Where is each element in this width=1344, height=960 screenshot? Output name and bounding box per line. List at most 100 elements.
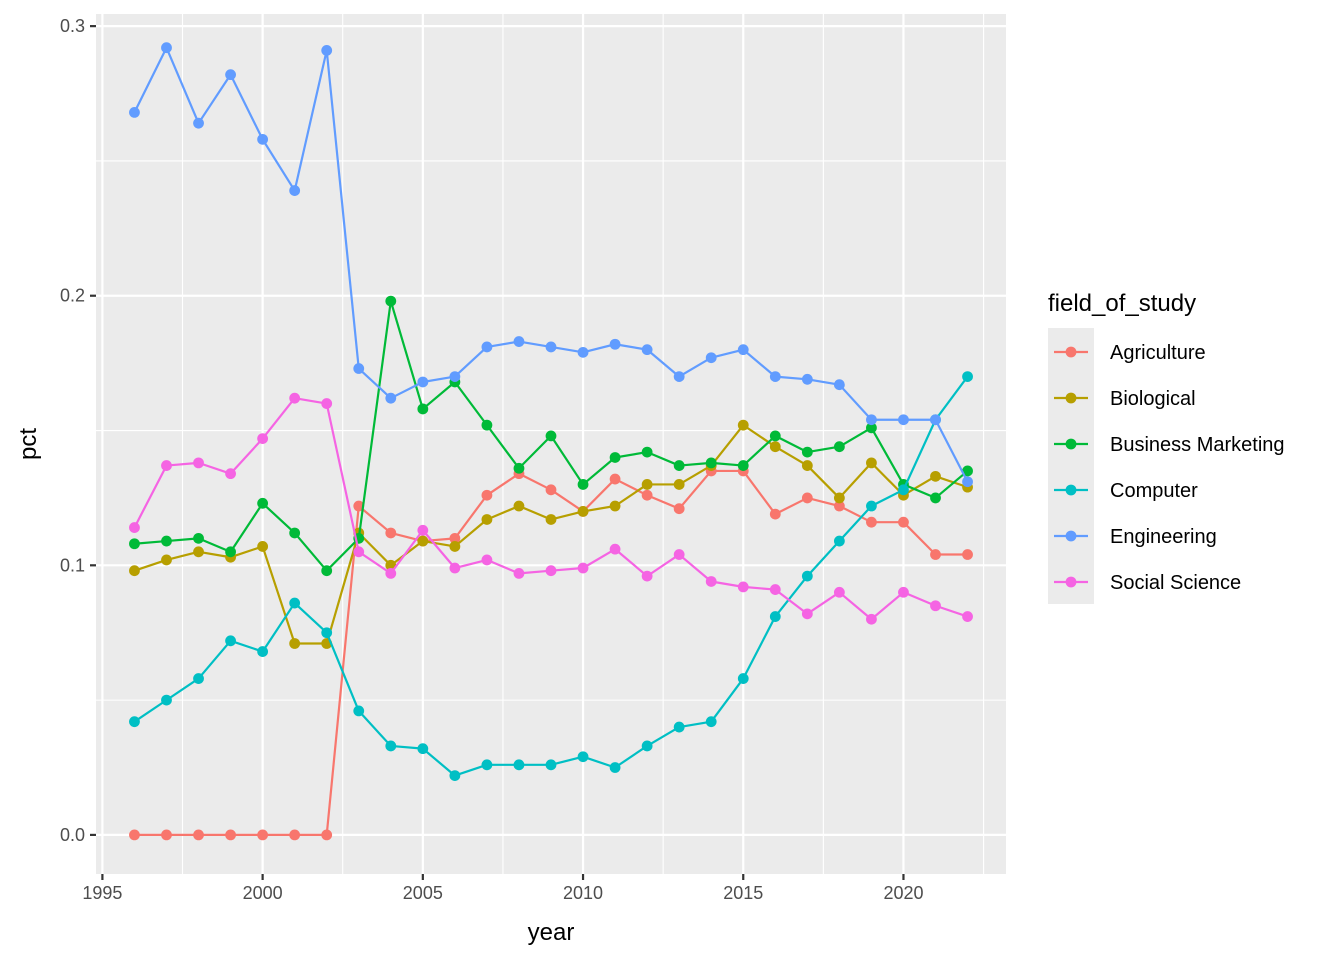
data-point-engineering [513, 336, 525, 347]
data-point-computer [898, 484, 909, 496]
legend-key-point [1065, 392, 1077, 404]
legend-item-social-science: Social Science [1054, 572, 1241, 594]
data-point-social-science [609, 543, 621, 555]
data-point-engineering [737, 344, 749, 356]
data-point-biological [930, 470, 941, 482]
legend: field_of_study Agriculture Biological Busi… [1048, 290, 1285, 604]
data-point-social-science [962, 611, 973, 622]
data-point-computer [833, 535, 845, 547]
data-point-computer [769, 611, 781, 622]
data-point-social-science [513, 568, 525, 579]
data-point-business-marketing [513, 462, 525, 474]
data-point-engineering [257, 133, 269, 145]
data-point-computer [609, 762, 621, 773]
data-point-engineering [289, 185, 301, 196]
data-point-computer [353, 705, 365, 717]
series-biological [129, 419, 973, 649]
data-point-biological [417, 535, 429, 547]
legend-key-point [1065, 438, 1077, 450]
data-point-computer [161, 694, 172, 706]
data-point-biological [833, 492, 845, 504]
y-tick-label: 0.3 [60, 16, 85, 36]
y-tick-label: 0.0 [60, 825, 85, 845]
series-engineering [129, 42, 973, 488]
data-point-biological [769, 441, 781, 453]
data-point-social-science [481, 554, 493, 566]
data-point-agriculture [353, 500, 365, 512]
data-point-social-science [161, 460, 172, 471]
legend-items: Agriculture Biological Business Marketing C… [1054, 342, 1285, 594]
data-point-social-science [545, 565, 557, 577]
data-point-computer [481, 759, 493, 771]
data-point-biological [193, 546, 204, 558]
x-tick-label: 2015 [723, 883, 763, 903]
x-tick-label: 1995 [82, 883, 122, 903]
legend-label: Computer [1110, 480, 1198, 502]
legend-key-point [1065, 530, 1077, 542]
data-point-biological [609, 500, 621, 512]
legend-key-point [1065, 576, 1077, 588]
data-point-engineering [769, 371, 781, 383]
data-point-agriculture [129, 829, 140, 841]
data-point-engineering [962, 476, 973, 488]
data-point-business-marketing [193, 532, 204, 544]
series-social-science [129, 392, 973, 625]
data-point-engineering [866, 414, 877, 426]
data-point-business-marketing [385, 295, 397, 307]
data-point-computer [289, 597, 301, 609]
data-point-agriculture [673, 503, 685, 515]
data-point-agriculture [161, 829, 172, 841]
data-point-engineering [673, 371, 685, 383]
data-point-agriculture [481, 489, 493, 501]
data-point-agriculture [801, 492, 813, 504]
data-point-business-marketing [866, 422, 877, 434]
data-point-agriculture [257, 829, 269, 841]
data-point-engineering [833, 379, 845, 391]
data-point-business-marketing [417, 403, 429, 415]
data-point-agriculture [930, 549, 941, 560]
data-point-computer [225, 635, 236, 647]
data-point-biological [481, 514, 493, 525]
data-point-computer [577, 751, 589, 763]
data-point-computer [193, 673, 204, 684]
data-point-agriculture [385, 527, 397, 539]
data-point-business-marketing [481, 419, 493, 431]
data-point-engineering [481, 341, 493, 353]
x-tick-label: 2000 [243, 883, 283, 903]
data-point-agriculture [898, 516, 909, 528]
legend-item-business-marketing: Business Marketing [1054, 434, 1285, 456]
data-point-biological [161, 554, 172, 566]
data-point-business-marketing [962, 465, 973, 477]
data-point-engineering [545, 341, 557, 353]
data-point-business-marketing [769, 430, 781, 442]
data-point-computer [705, 716, 717, 728]
data-point-biological [866, 457, 877, 469]
data-point-social-science [833, 586, 845, 598]
legend-item-computer: Computer [1054, 480, 1198, 502]
data-point-business-marketing [930, 492, 941, 504]
x-tick-label: 2020 [883, 883, 923, 903]
data-point-engineering [129, 107, 140, 118]
data-point-biological [801, 460, 813, 471]
data-point-engineering [353, 363, 365, 374]
data-point-computer [513, 759, 525, 771]
axis-ticks [90, 25, 905, 880]
data-point-biological [513, 500, 525, 512]
data-point-computer [737, 673, 749, 684]
data-point-computer [417, 743, 429, 755]
data-point-computer [962, 371, 973, 383]
data-point-engineering [898, 414, 909, 426]
data-point-social-science [225, 468, 236, 480]
data-point-computer [449, 770, 461, 781]
data-point-computer [385, 740, 397, 752]
data-point-social-science [801, 608, 813, 620]
data-point-engineering [577, 346, 589, 358]
data-point-social-science [321, 398, 333, 409]
data-point-business-marketing [289, 527, 301, 539]
data-point-biological [577, 505, 589, 517]
data-point-social-science [737, 581, 749, 593]
legend-label: Business Marketing [1110, 434, 1285, 456]
data-point-agriculture [769, 508, 781, 520]
data-point-agriculture [193, 829, 204, 841]
